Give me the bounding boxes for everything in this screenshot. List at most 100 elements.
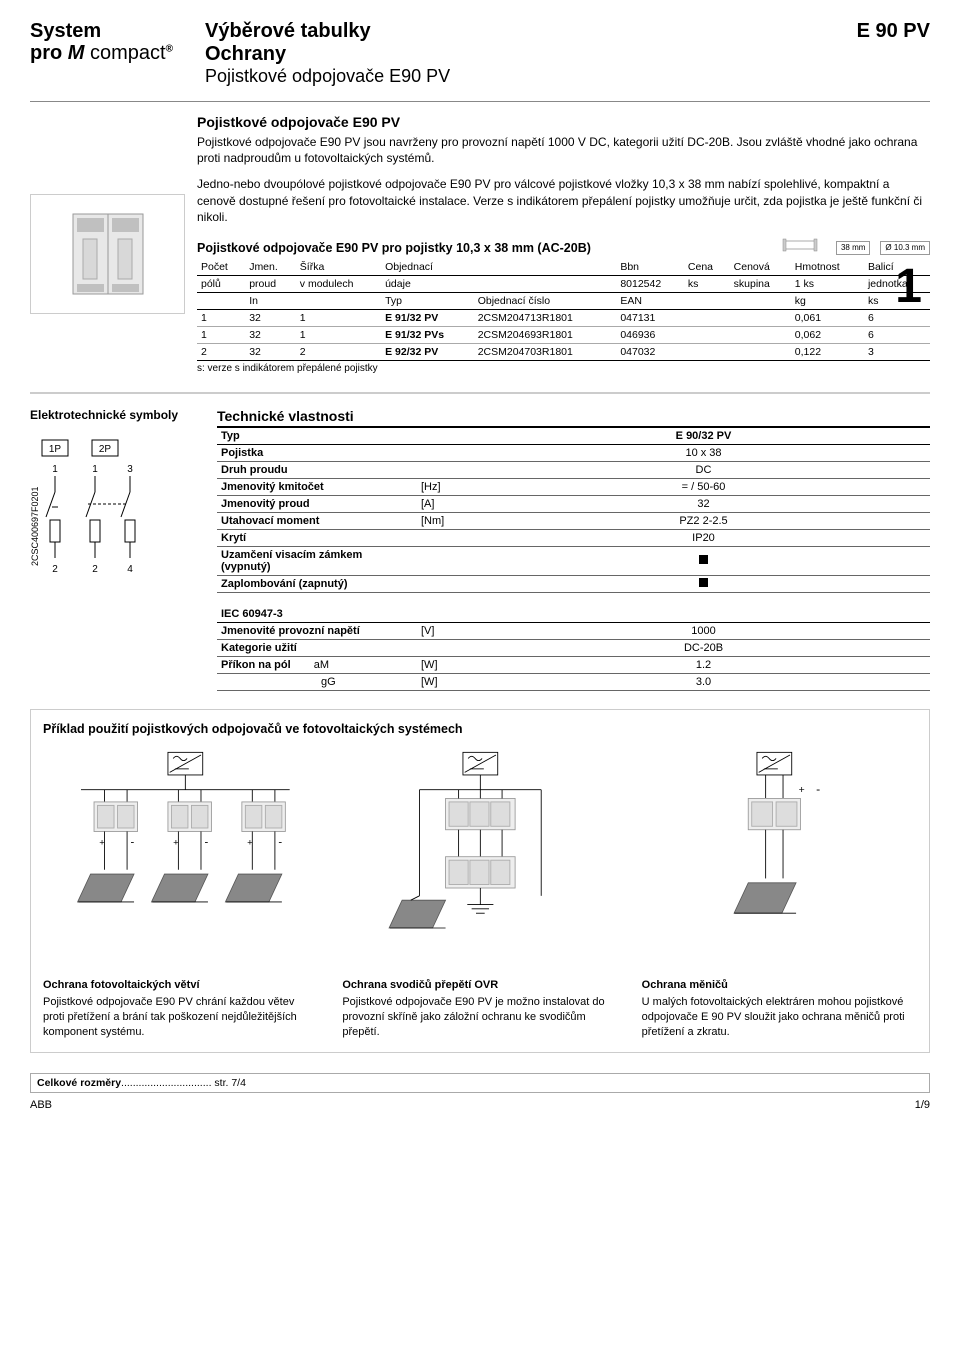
tech-row: Zaplombování (zapnutý): [217, 575, 930, 592]
title-2: Ochrany: [205, 43, 857, 66]
tech-row: Jmenovitý proud[A]32: [217, 495, 930, 512]
image-column: 2CSC400697F0201: [30, 114, 185, 374]
d1h: Ochrana fotovoltaických větví: [43, 978, 318, 993]
order-table-wrap: 1 Počet Jmen. Šířka Objednací Bbn Cena C…: [197, 259, 930, 374]
iec-row: Kategorie užitíDC-20B: [217, 640, 930, 657]
product-image: [30, 194, 185, 314]
divider-top: [30, 101, 930, 102]
svg-text:3: 3: [127, 464, 133, 475]
product-svg: [63, 204, 153, 304]
h-c3a: Šířka: [296, 259, 381, 276]
tech-row: Jmenovitý kmitočet[Hz]= / 50-60: [217, 478, 930, 495]
page-header: System pro M compact® Výběrové tabulky O…: [30, 20, 930, 87]
section-number: 1: [895, 259, 922, 314]
h-c6a: Cena: [684, 259, 730, 276]
diagram-row: + - + - + -: [43, 748, 917, 948]
svg-text:4: 4: [127, 564, 133, 575]
order-row: 1321E 91/32 PV2CSM204713R18010471310,061…: [197, 309, 930, 326]
fuse-icon: [782, 235, 826, 255]
title-1: Výběrové tabulky: [205, 20, 857, 43]
tech-val: E 90/32 PV: [477, 428, 930, 445]
product-code: E 90 PV: [857, 20, 930, 43]
sym-1p: 1P: [49, 444, 62, 455]
symbol-column: Elektrotechnické symboly 1P 1 2 2P 1 3: [30, 408, 205, 692]
footer-abb-label: ABB: [30, 1099, 52, 1111]
svg-text:2: 2: [52, 564, 58, 575]
desc-col-3: Ochrana měničů U malých fotovoltaických …: [642, 978, 917, 1039]
table-title-row: Pojistkové odpojovače E90 PV pro pojistk…: [197, 235, 930, 255]
svg-text:2: 2: [92, 564, 98, 575]
brand: System pro M compact®: [30, 20, 205, 64]
d3p: U malých fotovoltaických elektráren moho…: [642, 995, 917, 1040]
svg-text:+: +: [99, 838, 105, 849]
order-row: 1321E 91/32 PVs2CSM204693R18010469360,06…: [197, 326, 930, 343]
desc-columns: Ochrana fotovoltaických větví Pojistkové…: [43, 978, 917, 1039]
h-c5: Bbn: [616, 259, 684, 276]
svg-text:1: 1: [92, 464, 98, 475]
svg-text:+: +: [247, 838, 253, 849]
para-1: Pojistkové odpojovače E90 PV jsou navrže…: [197, 134, 930, 166]
order-row: 2322E 92/32 PV2CSM204703R18010470320,122…: [197, 343, 930, 360]
h-c7a: Cenová: [730, 259, 791, 276]
brand-l2a: pro: [30, 42, 68, 64]
diagram-1: + - + - + -: [43, 748, 328, 948]
tech-col: Technické vlastnosti TypE 90/32 PV Pojis…: [217, 408, 930, 692]
h-s4: Typ: [381, 292, 474, 309]
brand-reg: ®: [166, 43, 173, 54]
iec-row: Jmenovité provozní napětí[V]1000: [217, 623, 930, 640]
footer-dims: Celkové rozměry ........................…: [30, 1073, 930, 1093]
tech-row: Pojistka10 x 38: [217, 444, 930, 461]
divider-mid: [30, 392, 930, 394]
h-c2b: proud: [245, 275, 296, 292]
tech-row: Uzamčení visacím zámkem (vypnutý): [217, 546, 930, 575]
svg-text:-: -: [204, 837, 208, 849]
content-col: Pojistkové odpojovače E90 PV Pojistkové …: [197, 114, 930, 374]
table-title: Pojistkové odpojovače E90 PV pro pojistk…: [197, 241, 591, 255]
svg-text:-: -: [278, 837, 282, 849]
h-c1b: pólů: [197, 275, 245, 292]
tech-table: Typ E 90/32 PV Pojistka10 x 38Druh proudu…: [217, 428, 930, 692]
footer-dim-label: Celkové rozměry: [37, 1077, 121, 1089]
sym-2p: 2P: [99, 444, 112, 455]
h-c1a: Počet: [197, 259, 245, 276]
svg-text:1: 1: [52, 464, 58, 475]
tech-row: Druh prouduDC: [217, 461, 930, 478]
svg-text:-: -: [131, 837, 135, 849]
h-c2a: Jmen.: [245, 259, 296, 276]
h-c8b: 1 ks: [791, 275, 864, 292]
svg-text:+: +: [173, 838, 179, 849]
footer-page-ref: str. 7/4: [214, 1077, 246, 1089]
brand-l2b: compact: [84, 42, 165, 64]
example-title: Příklad použití pojistkových odpojovačů …: [43, 722, 917, 736]
title-block: Výběrové tabulky Ochrany Pojistkové odpo…: [205, 20, 857, 87]
h-c3b: v modulech: [296, 275, 381, 292]
title-3: Pojistkové odpojovače E90 PV: [205, 66, 857, 87]
footer-dots: ...............................: [121, 1077, 211, 1089]
footer: Celkové rozměry ........................…: [30, 1073, 930, 1111]
svg-text:+: +: [799, 786, 805, 797]
fuse-len: 38 mm: [836, 241, 870, 255]
diagram-2: [338, 748, 623, 948]
para-2: Jedno-nebo dvoupólové pojistkové odpojov…: [197, 176, 930, 225]
sub-heading: Pojistkové odpojovače E90 PV: [197, 114, 930, 130]
diagram-3: + -: [632, 748, 917, 948]
tech-row: KrytíIP20: [217, 529, 930, 546]
iec-row: gG[W]3.0: [217, 674, 930, 691]
desc-col-1: Ochrana fotovoltaických větví Pojistkové…: [43, 978, 318, 1039]
symbol-svg: 1P 1 2 2P 1 3 2 4: [30, 432, 180, 592]
d2h: Ochrana svodičů přepětí OVR: [342, 978, 617, 993]
h-c4b: údaje: [381, 275, 474, 292]
iec-title: IEC 60947-3: [217, 606, 930, 623]
d1p: Pojistkové odpojovače E90 PV chrání každ…: [43, 995, 318, 1040]
desc-col-2: Ochrana svodičů přepětí OVR Pojistkové o…: [342, 978, 617, 1039]
d2p: Pojistkové odpojovače E90 PV je možno in…: [342, 995, 617, 1040]
fuse-dim: 38 mm Ø 10.3 mm: [782, 235, 930, 255]
footer-abb: ABB 1/9: [30, 1099, 930, 1111]
order-note: s: verze s indikátorem přepálené pojistk…: [197, 363, 930, 374]
intro-section: 2CSC400697F0201 Pojistkové odpojovače E9…: [30, 114, 930, 374]
tech-row: Utahovací moment[Nm]PZ2 2-2.5: [217, 512, 930, 529]
iec-row: Příkon na pól aM[W]1.2: [217, 657, 930, 674]
tech-typ: Typ: [217, 428, 417, 445]
h-s2: In: [245, 292, 296, 309]
h-c7b: skupina: [730, 275, 791, 292]
